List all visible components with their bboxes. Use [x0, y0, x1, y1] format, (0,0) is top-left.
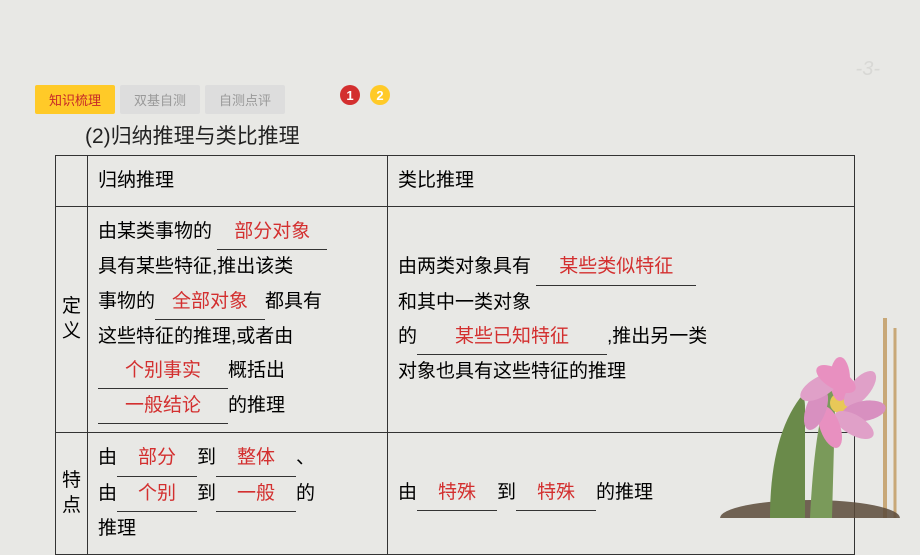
txt: 的推理	[228, 395, 285, 416]
def-analogical-cell: 由两类对象具有 某些类似特征 和其中一类对象 的 某些已知特征 ,推出另一类 对象也…	[388, 207, 855, 433]
fill-general-conclusion: 一般结论	[125, 395, 201, 416]
comparison-table: 归纳推理 类比推理 定义 由某类事物的 部分对象 具有某些特征,推出该类 事物的…	[55, 155, 855, 555]
fill-individual: 个别	[138, 483, 176, 504]
fill-part: 部分	[138, 447, 176, 468]
page-number: -3-	[856, 58, 880, 81]
fill-similar-features: 某些类似特征	[559, 256, 673, 277]
txt: 到	[197, 447, 216, 468]
tab-knowledge[interactable]: 知识梳理	[35, 85, 115, 114]
txt: 由	[98, 447, 117, 468]
txt: 都具有	[265, 291, 322, 312]
def-inductive-cell: 由某类事物的 部分对象 具有某些特征,推出该类 事物的全部对象都具有 这些特征的…	[88, 207, 388, 433]
txt: 事物的	[98, 291, 155, 312]
txt: 由某类事物的	[98, 221, 217, 242]
tab-selftest[interactable]: 双基自测	[120, 85, 200, 114]
header-inductive: 归纳推理	[88, 156, 388, 207]
row-definition: 定义	[56, 207, 88, 433]
fill-known-features: 某些已知特征	[455, 326, 569, 347]
feat-analogical-cell: 由特殊到特殊的推理	[388, 433, 855, 555]
fill-whole: 整体	[237, 447, 275, 468]
section-subtitle: (2)归纳推理与类比推理	[85, 120, 300, 150]
txt: 的	[296, 483, 315, 504]
fill-individual-facts: 个别事实	[125, 360, 201, 381]
txt: 由两类对象具有	[398, 256, 536, 277]
txt: ,推出另一类	[607, 326, 707, 347]
pager: 1 2	[340, 85, 390, 105]
row-feature: 特点	[56, 433, 88, 555]
txt: 这些特征的推理,或者由	[98, 326, 293, 347]
txt: 概括出	[228, 360, 285, 381]
page-indicator-1[interactable]: 1	[340, 85, 360, 105]
txt: 具有某些特征,推出该类	[98, 256, 293, 277]
page-indicator-2[interactable]: 2	[370, 85, 390, 105]
txt: 由	[98, 483, 117, 504]
feat-inductive-cell: 由部分到整体、 由个别到一般的 推理	[88, 433, 388, 555]
fill-all-objects: 全部对象	[172, 291, 248, 312]
table-corner	[56, 156, 88, 207]
txt: 对象也具有这些特征的推理	[398, 361, 626, 382]
txt: 和其中一类对象	[398, 292, 531, 313]
txt: 、	[296, 447, 315, 468]
fill-special-2: 特殊	[537, 482, 575, 503]
fill-partial-objects: 部分对象	[234, 221, 310, 242]
header-analogical: 类比推理	[388, 156, 855, 207]
txt: 到	[497, 482, 516, 503]
txt: 的	[398, 326, 417, 347]
txt: 到	[197, 483, 216, 504]
fill-general: 一般	[237, 483, 275, 504]
fill-special-1: 特殊	[438, 482, 476, 503]
tab-review[interactable]: 自测点评	[205, 85, 285, 114]
txt: 推理	[98, 518, 136, 539]
tab-bar: 知识梳理 双基自测 自测点评	[35, 85, 290, 114]
txt: 的推理	[596, 482, 653, 503]
txt: 由	[398, 482, 417, 503]
